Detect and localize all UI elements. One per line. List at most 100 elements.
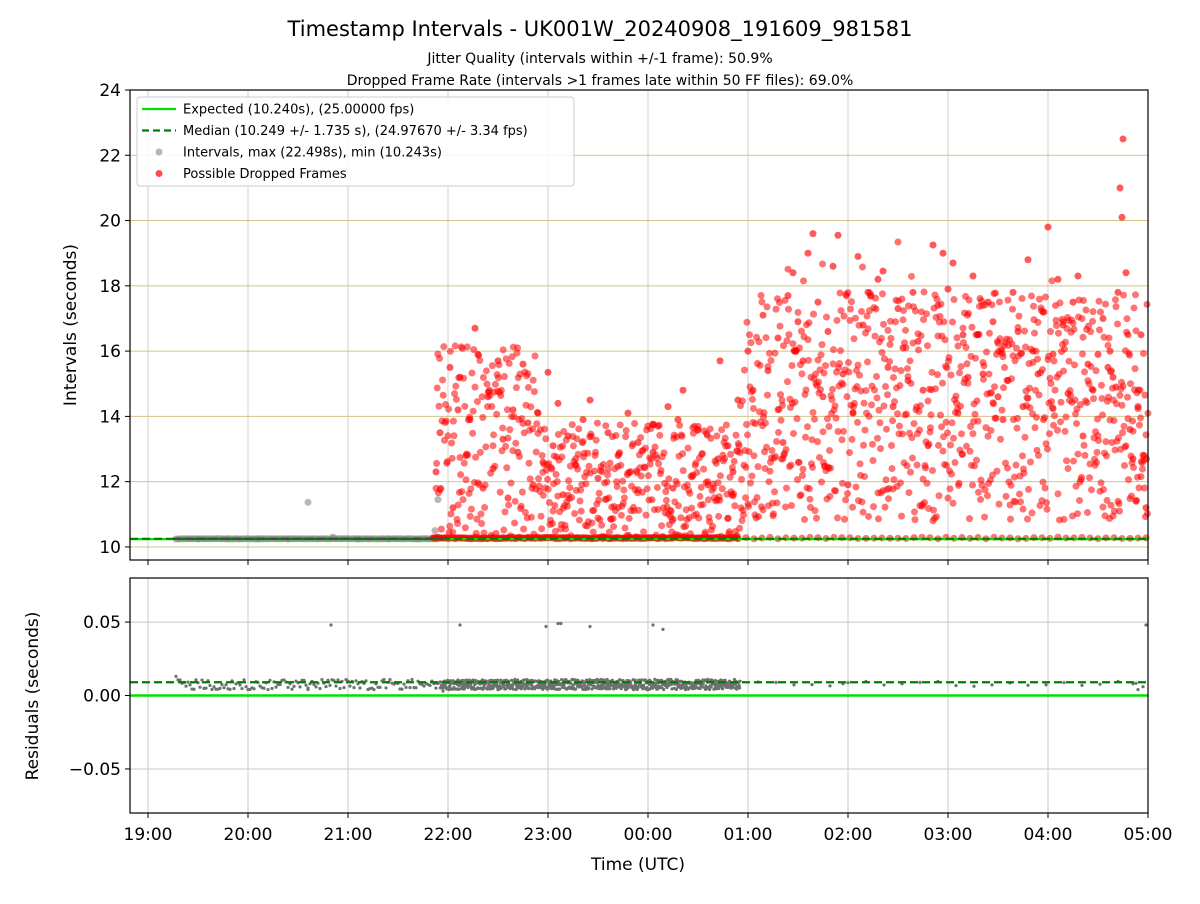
dropped-frame-point: [493, 410, 501, 418]
dropped-frame-point: [697, 483, 705, 491]
dropped-frame-point: [854, 361, 862, 369]
dropped-frame-point: [1035, 451, 1042, 459]
dropped-frame-point: [662, 488, 670, 496]
residual-point: [439, 680, 443, 684]
residual-point: [178, 678, 182, 682]
dropped-frame-point: [969, 430, 977, 438]
dropped-frame-point: [953, 334, 961, 342]
dropped-frame-point: [500, 372, 508, 380]
dropped-frame-point: [490, 431, 498, 439]
residual-point: [378, 685, 382, 689]
residual-point: [633, 678, 637, 682]
dropped-frame-point: [1112, 303, 1120, 311]
residual-point: [709, 685, 713, 689]
legend-label: Intervals, max (22.498s), min (10.243s): [183, 146, 442, 161]
dropped-frame-point: [814, 438, 821, 446]
residual-point: [270, 686, 274, 691]
dropped-frame-point: [559, 442, 567, 450]
dropped-frame-point: [432, 468, 440, 476]
residual-point: [262, 686, 266, 690]
dropped-frame-point: [859, 263, 866, 271]
dropped-frame-point: [969, 481, 976, 489]
dropped-frame-point: [1118, 213, 1126, 221]
dropped-frame-point: [511, 519, 519, 527]
dropped-frame-point: [870, 503, 877, 511]
residual-point: [571, 683, 575, 687]
dropped-frame-point: [679, 467, 687, 475]
dropped-frame-point: [1026, 384, 1033, 392]
dropped-frame-point: [530, 530, 538, 538]
dropped-frame-point: [837, 307, 845, 315]
dropped-frame-point: [1141, 484, 1148, 492]
dropped-frame-point: [789, 340, 797, 348]
dropped-frame-point: [1054, 275, 1062, 283]
dropped-frame-point: [626, 468, 634, 476]
dropped-frame-point: [910, 420, 918, 428]
dropped-frame-point: [454, 520, 462, 528]
dropped-frame-point: [947, 441, 954, 449]
dropped-frame-point: [1050, 357, 1058, 365]
dropped-frame-point: [1089, 308, 1097, 316]
dropped-frame-point: [716, 472, 724, 480]
dropped-frame-point: [845, 359, 852, 367]
dropped-frame-point: [1104, 341, 1112, 349]
dropped-frame-point: [766, 349, 773, 357]
dropped-frame-point: [587, 432, 595, 440]
dropped-frame-point: [902, 326, 909, 334]
residual-point: [312, 682, 316, 687]
dropped-frame-point: [864, 325, 872, 333]
dropped-frame-point: [524, 370, 532, 378]
dropped-frame-point: [726, 473, 734, 481]
x-tick-label: 23:00: [524, 825, 573, 845]
dropped-frame-point: [1083, 399, 1091, 407]
dropped-frame-point: [482, 367, 490, 375]
dropped-frame-point: [592, 436, 600, 444]
residual-point: [1134, 681, 1138, 685]
dropped-frame-point: [819, 428, 827, 436]
dropped-frame-point: [765, 478, 773, 486]
dropped-frame-point: [904, 365, 911, 373]
dropped-frame-point: [1019, 403, 1027, 411]
dropped-frame-point: [674, 502, 682, 510]
dropped-frame-point: [512, 439, 520, 447]
dropped-frame-point: [664, 482, 672, 490]
dropped-frame-point: [1099, 314, 1107, 322]
dropped-frame-point: [472, 529, 480, 537]
dropped-frame-point: [819, 393, 827, 401]
dropped-frame-point: [642, 511, 650, 519]
dropped-frame-point: [1143, 300, 1151, 308]
dropped-frame-point: [641, 464, 649, 472]
dropped-frame-point: [451, 342, 459, 350]
dropped-frame-point: [915, 346, 922, 354]
dropped-frame-point: [573, 435, 581, 443]
dropped-frame-point: [744, 347, 752, 355]
dropped-frame-point: [440, 343, 448, 351]
dropped-frame-point: [746, 331, 753, 339]
dropped-frame-point: [454, 501, 462, 509]
residual-point: [354, 679, 358, 683]
residual-point: [304, 683, 308, 687]
dropped-frame-point: [734, 396, 742, 404]
dropped-frame-point: [916, 426, 923, 434]
dropped-frame-point: [483, 380, 491, 388]
dropped-frame-point: [481, 503, 489, 511]
dropped-frame-point: [896, 422, 903, 430]
residual-point: [286, 685, 290, 690]
dropped-frame-point: [1103, 496, 1111, 504]
dropped-frame-point: [594, 474, 602, 482]
dropped-frame-point: [948, 470, 955, 478]
dropped-frame-point: [899, 344, 907, 352]
dropped-frame-point: [1099, 503, 1107, 511]
dropped-frame-point: [804, 423, 811, 431]
dropped-frame-point: [862, 387, 870, 395]
dropped-frame-point: [1029, 347, 1037, 355]
dropped-frame-point: [957, 363, 965, 371]
dropped-frame-point: [575, 425, 583, 433]
residual-point: [228, 687, 232, 692]
dropped-frame-point: [859, 508, 867, 516]
dropped-frame-point: [948, 419, 956, 427]
dropped-frame-point: [1102, 300, 1109, 308]
dropped-frame-point: [446, 347, 454, 355]
dropped-frame-point: [924, 342, 931, 350]
